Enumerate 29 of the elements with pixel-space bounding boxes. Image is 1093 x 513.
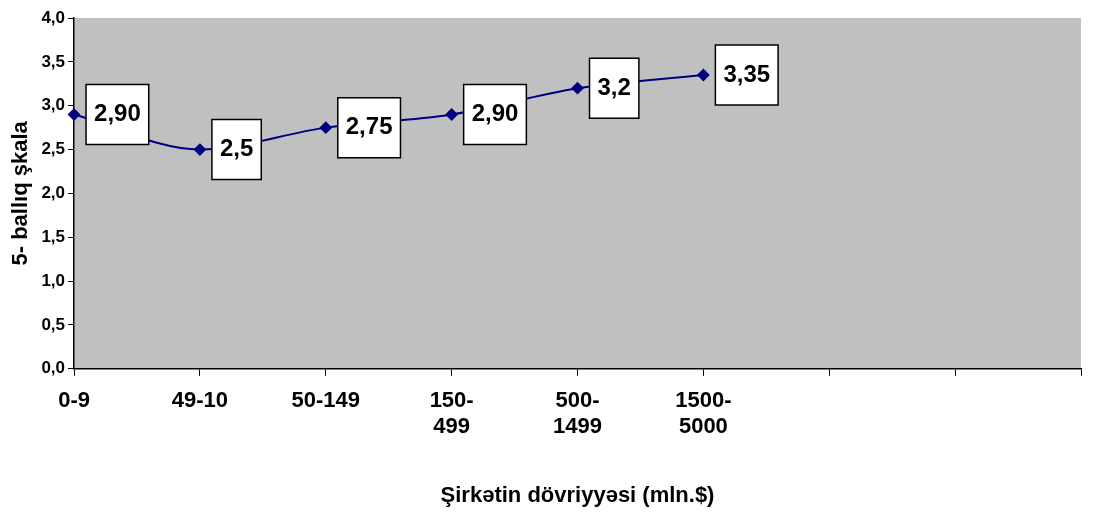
- data-label: 2,90: [471, 99, 519, 127]
- point: [697, 69, 710, 82]
- point: [68, 108, 81, 121]
- data-label: 3,35: [723, 59, 771, 87]
- x-tick-label: 49-10: [171, 387, 229, 413]
- y-tick-label: 1,5: [41, 226, 66, 246]
- point: [445, 108, 458, 121]
- x-tick-label: 50-149: [291, 387, 361, 413]
- data-label: 2,75: [345, 112, 393, 140]
- y-tick-label: 1,0: [41, 270, 66, 290]
- y-tick-label: 4,0: [41, 7, 66, 27]
- x-axis-title: Şirkətin dövriyyəsi (mln.$): [440, 481, 715, 507]
- x-tick-label: 150- 499: [429, 387, 474, 439]
- x-tick-label: 1500- 5000: [675, 387, 732, 439]
- y-tick-label: 3,0: [41, 95, 66, 115]
- y-tick-label: 0,5: [41, 314, 66, 334]
- y-tick-label: 2,0: [41, 183, 66, 203]
- y-tick-label: 0,0: [41, 358, 66, 378]
- y-tick-label: 2,5: [41, 139, 66, 159]
- point: [571, 82, 584, 95]
- data-label: 2,5: [219, 134, 254, 162]
- x-tick-label: 500- 1499: [553, 387, 602, 439]
- data-label: 2,90: [94, 99, 141, 127]
- point: [319, 121, 332, 134]
- data-label: 3,2: [597, 72, 631, 100]
- y-axis-title: 5- ballıq şkala: [7, 120, 33, 266]
- y-tick-label: 3,5: [41, 51, 66, 71]
- point: [193, 143, 206, 156]
- x-tick-label: 0-9: [58, 387, 90, 413]
